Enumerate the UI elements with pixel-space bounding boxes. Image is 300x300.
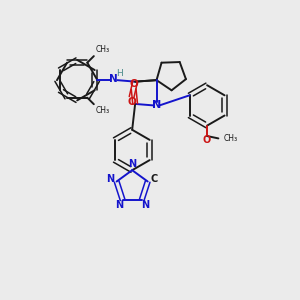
- Text: O: O: [129, 79, 138, 89]
- Text: N: N: [142, 200, 150, 210]
- Text: N: N: [152, 100, 161, 110]
- Text: O: O: [203, 135, 211, 145]
- Text: O: O: [127, 98, 136, 107]
- Text: CH₃: CH₃: [95, 45, 110, 54]
- Text: CH₃: CH₃: [95, 106, 110, 115]
- Text: N: N: [128, 159, 136, 169]
- Text: H: H: [116, 69, 122, 78]
- Text: N: N: [106, 175, 115, 184]
- Text: CH₃: CH₃: [224, 134, 238, 143]
- Text: C: C: [150, 175, 158, 184]
- Text: N: N: [115, 200, 123, 210]
- Text: N: N: [110, 74, 118, 84]
